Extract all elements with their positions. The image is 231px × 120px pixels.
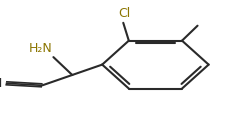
Text: N: N	[0, 77, 2, 90]
Text: H₂N: H₂N	[29, 42, 52, 55]
Text: Cl: Cl	[118, 7, 131, 20]
